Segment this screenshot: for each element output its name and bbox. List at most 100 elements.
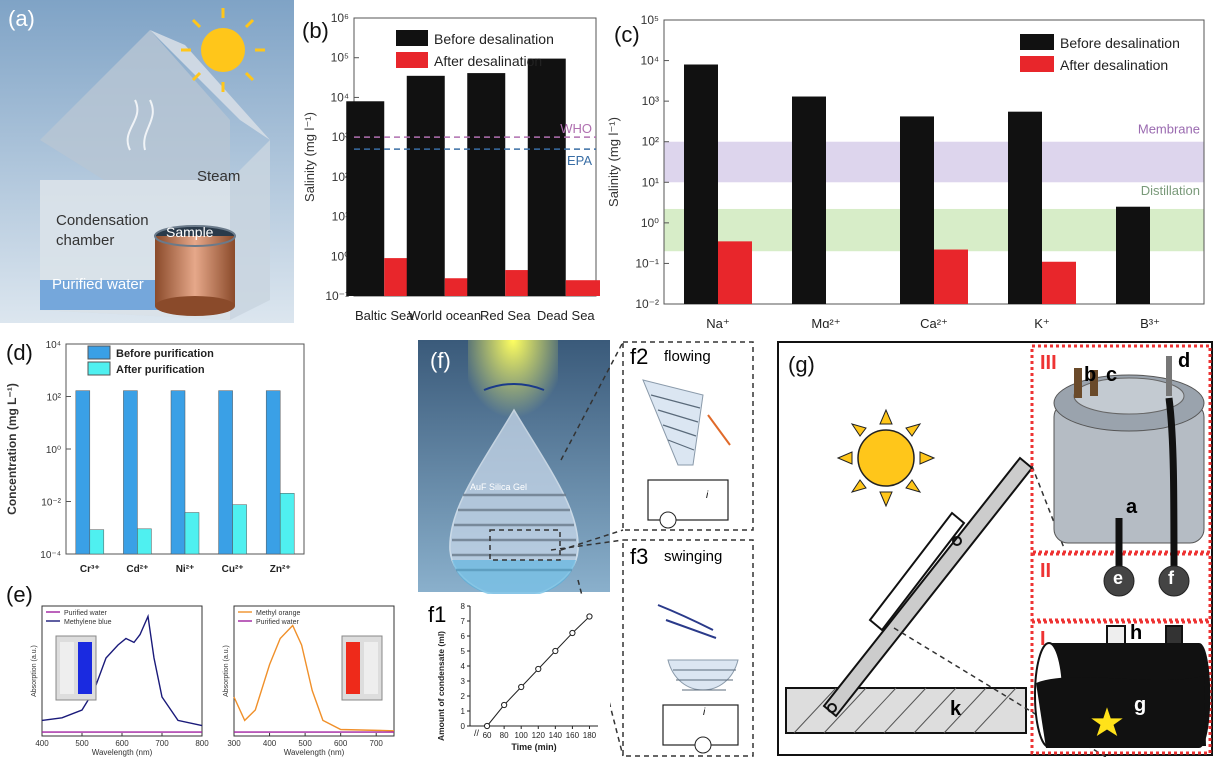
ref-line-label-1: EPA <box>567 153 592 168</box>
bar-before-desalination-1 <box>792 96 826 304</box>
e1-x-tick-label-1: 500 <box>75 739 89 748</box>
x-tick-label-4: Zn²⁺ <box>270 564 291 575</box>
f1-background <box>430 594 610 757</box>
band-label-0: Membrane <box>1138 122 1200 137</box>
x-tick-label-1: Cd²⁺ <box>126 564 148 575</box>
panel-d: 10⁻⁴ 10⁻² 10⁰ 10² 10⁴ Concentration (mg L⁻¹) C… <box>0 336 310 580</box>
y-axis-label: Concentration (mg L⁻¹) <box>5 383 19 515</box>
f1-y-tick-label-2: 2 <box>461 692 466 701</box>
f1-x-tick-label-5: 160 <box>566 731 580 740</box>
y-tick-label-4: 10⁴ <box>46 340 61 351</box>
f1-y-tick-label-6: 6 <box>461 632 466 641</box>
bar-before-purification-3 <box>218 390 233 555</box>
bar-after-desalination-3 <box>565 280 604 296</box>
bar-before-purification-0 <box>75 390 91 555</box>
legend-swatch-1 <box>87 361 111 376</box>
f1-x-axis-label: Time (min) <box>511 742 556 752</box>
vial-orange <box>346 642 360 694</box>
heavy-metal-chart: 10⁻⁴ 10⁻² 10⁰ 10² 10⁴ Concentration (mg L⁻¹) C… <box>5 340 305 575</box>
legend-swatch-0 <box>396 30 428 46</box>
f1-x-tick-label-6: 180 <box>583 731 597 740</box>
y-tick-label-6: 10⁵ <box>331 51 349 65</box>
e1-legend-label-0: Purified water <box>64 610 107 617</box>
label-h: h <box>1130 622 1143 644</box>
region-II-label: II <box>1040 560 1052 582</box>
condensate-chart: // 0 1 2 3 4 5 6 7 8 60 80 100 120 140 160 180 Time (min)… <box>430 594 610 757</box>
y-tick-label-2: 10⁰ <box>46 445 61 456</box>
y-tick-label-0: 10⁻² <box>635 297 659 311</box>
bar-before-purification-4 <box>265 390 281 555</box>
region-III-label: III <box>1040 352 1057 374</box>
salinity-ion-chart: Membrane Distillation 10⁻² 10⁻¹ 10⁰ 10¹ 10² 10³… <box>606 13 1205 331</box>
y-tick-label-1: 10⁻¹ <box>635 256 659 270</box>
e2-x-tick-label-0: 300 <box>227 739 241 748</box>
legend-label-0: Before desalination <box>1060 35 1180 51</box>
flowing-label: flowing <box>664 348 711 365</box>
legend-swatch-1 <box>396 52 428 68</box>
f1-y-tick-label-3: 3 <box>461 677 466 686</box>
f1-axis-break: // <box>474 728 480 738</box>
x-tick-label-2: Red Sea <box>480 308 531 323</box>
absorption-spectra: 400 500 600 700 800 Wavelength (nm) Absorption… <box>31 605 395 757</box>
f3-label: f3 <box>630 544 649 569</box>
x-tick-label-3: Dead Sea <box>537 308 596 323</box>
y-tick-label-3: 10¹ <box>642 175 659 189</box>
bar-after-desalination-0 <box>718 241 752 304</box>
bar-before-desalination-0 <box>684 64 718 304</box>
y-tick-label-3: 10² <box>332 170 349 184</box>
f1-y-tick-label-5: 5 <box>461 647 466 656</box>
bar-before-desalination-1 <box>406 75 445 297</box>
legend-label-0: Before purification <box>116 348 214 360</box>
f1-x-tick-label-1: 80 <box>500 731 509 740</box>
e1-x-tick-label-2: 600 <box>115 739 129 748</box>
legend-swatch-0 <box>87 345 111 360</box>
band-label-1: Distillation <box>1141 183 1200 198</box>
e2-legend-label-0: Methyl orange <box>256 610 300 617</box>
legend-label-1: After desalination <box>1060 57 1168 73</box>
x-tick-label-0: Na⁺ <box>706 316 729 328</box>
f1-x-tick-label-2: 100 <box>515 731 529 740</box>
e2-x-tick-label-2: 500 <box>298 739 312 748</box>
y-tick-label-6: 10⁴ <box>640 54 659 68</box>
bar-after-purification-0 <box>89 529 105 555</box>
x-tick-label-1: World ocean <box>408 308 481 323</box>
e1-x-tick-label-4: 800 <box>195 739 209 748</box>
legend-label-1: After purification <box>116 364 205 376</box>
vial-clear-right <box>364 642 378 694</box>
bar-after-purification-1 <box>137 528 152 555</box>
f1-y-tick-label-1: 1 <box>461 707 466 716</box>
swinging-label: swinging <box>664 548 723 565</box>
panel-a: (a) Steam Condensation chamber Sample Pu… <box>0 0 294 323</box>
label-c: c <box>1106 364 1118 386</box>
f1-x-tick-label-4: 140 <box>549 731 563 740</box>
legend-swatch-0 <box>1020 34 1054 50</box>
sun-icon <box>201 28 245 72</box>
bar-before-desalination-4 <box>1116 206 1150 304</box>
legend-label-1: After desalination <box>434 53 542 69</box>
droplet-illustration: AuF Silica Gel <box>418 340 754 757</box>
salinity-sea-chart: 10⁻¹ 10⁰ 10¹ 10² 10³ 10⁴ 10⁵ 10⁶ Salinity (mg l⁻… <box>302 11 604 323</box>
label-e: e <box>1113 568 1124 588</box>
purified-water-label: Purified water <box>52 276 144 293</box>
y-tick-label-5: 10³ <box>642 94 659 108</box>
bar-before-desalination-0 <box>346 101 385 296</box>
y-tick-label-7: 10⁶ <box>331 11 349 25</box>
x-tick-label-0: Baltic Sea <box>355 308 414 323</box>
e2-x-tick-label-1: 400 <box>263 739 277 748</box>
y-tick-label-0: 10⁻⁴ <box>40 550 61 561</box>
panel-f: AuF Silica Gel (f) f2 flowing f3 swingin… <box>418 340 756 757</box>
x-tick-label-3: K⁺ <box>1034 316 1050 328</box>
f1-label: f1 <box>428 602 447 627</box>
f1-y-tick-label-4: 4 <box>461 662 466 671</box>
f1-y-tick-label-7: 7 <box>461 617 466 626</box>
bar-before-desalination-2 <box>900 116 934 305</box>
ref-line-label-0: WHO <box>560 121 592 136</box>
house-illustration <box>0 0 294 323</box>
region-I-label: I <box>1040 628 1046 650</box>
bar-after-purification-2 <box>184 512 200 555</box>
e2-x-axis-label: Wavelength (nm) <box>284 748 345 757</box>
legend-swatch-1 <box>1020 56 1054 72</box>
legend-label-0: Before desalination <box>434 31 554 47</box>
bar-after-purification-3 <box>232 504 247 555</box>
f1-point-5 <box>569 629 576 637</box>
